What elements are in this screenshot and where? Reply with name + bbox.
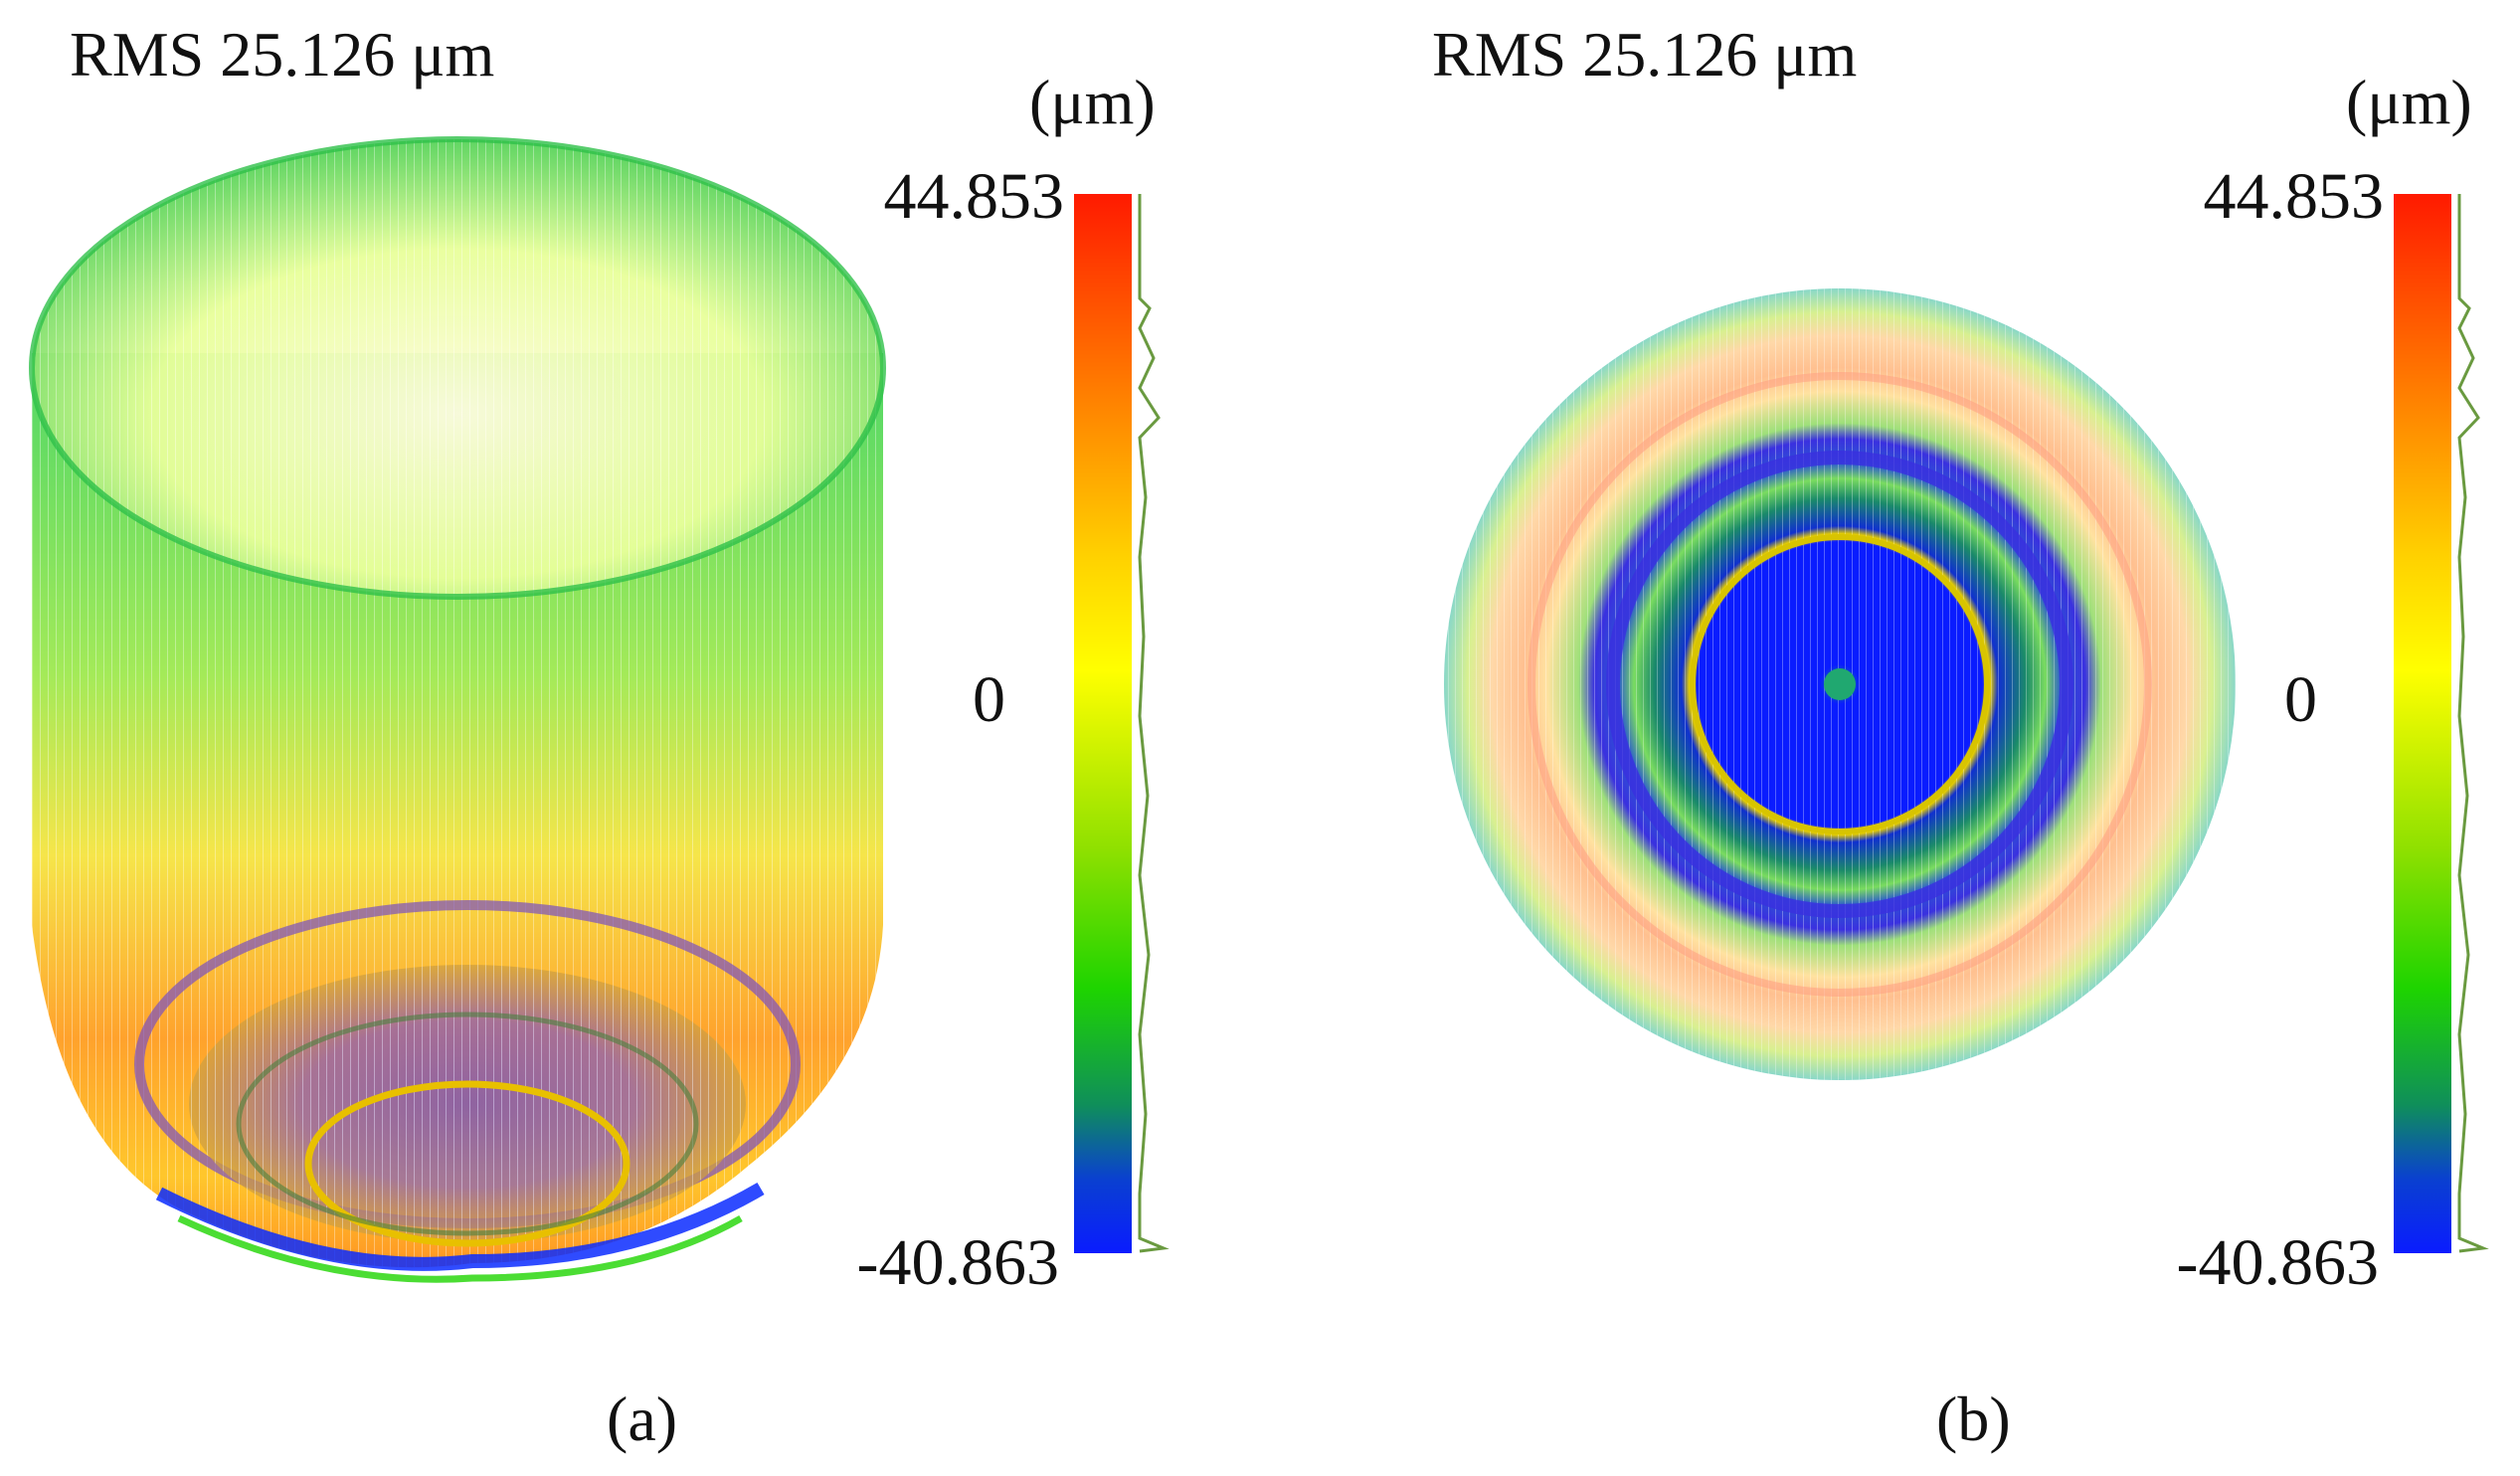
colorbar-min-label: -40.863 <box>2176 1226 2379 1299</box>
colorbar-zero-label: 0 <box>973 663 1005 736</box>
histogram-trace-b <box>2457 194 2489 1253</box>
bottom-edge-band <box>155 1182 765 1271</box>
rms-label: RMS 25.126 μm <box>1432 19 1858 90</box>
unit-label: (μm) <box>2346 67 2472 137</box>
colorbar-max-label: 44.853 <box>2203 160 2385 233</box>
rms-label: RMS 25.126 μm <box>70 19 495 90</box>
panel-a: RMS 25.126 μm (μm) 44.853 0 -40.863 (a) <box>29 19 1170 1454</box>
colorbar-zero-label: 0 <box>2284 663 2317 736</box>
inner-yellow-ring <box>1690 534 1990 834</box>
colorbar-a <box>1074 194 1132 1253</box>
colorbar-b <box>2394 194 2451 1253</box>
bottom-ring-yellow <box>304 1080 630 1247</box>
center-spot <box>1824 668 1856 700</box>
caption-a: (a) <box>607 1384 678 1454</box>
unit-label: (μm) <box>1029 67 1156 137</box>
colorbar-min-label: -40.863 <box>856 1226 1059 1299</box>
histogram-trace-a <box>1138 194 1170 1253</box>
panel-b: RMS 25.126 μm (μm) 44.853 0 -40.863 (b) <box>1260 0 2520 1476</box>
cylinder-surface-plot <box>29 136 1170 1283</box>
colorbar-max-label: 44.853 <box>883 160 1065 233</box>
top-view-surface-plot <box>1444 194 2489 1253</box>
caption-b: (b) <box>1936 1384 2011 1454</box>
